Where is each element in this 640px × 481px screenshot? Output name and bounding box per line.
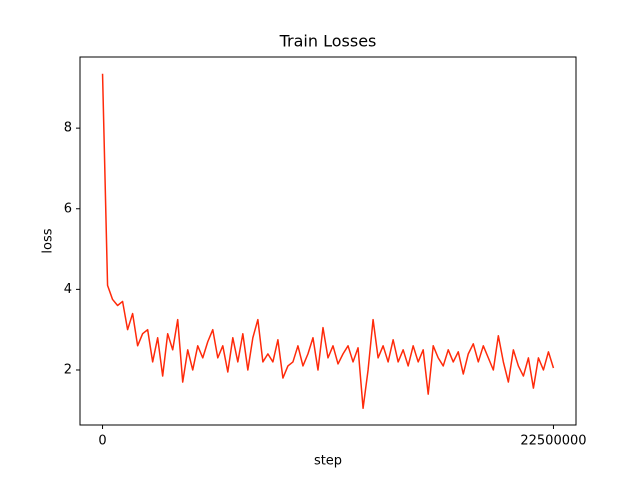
y-tick-label: 2	[64, 362, 72, 377]
plot-area: 2 4 6 8 0 22500000	[64, 73, 587, 449]
x-tick-label: 0	[98, 434, 106, 449]
chart-title: Train Losses	[279, 32, 377, 51]
x-axis-label: step	[314, 454, 342, 469]
y-tick-label: 4	[64, 282, 72, 297]
loss-line	[101, 73, 555, 410]
plot-frame	[79, 56, 577, 426]
y-axis-label: loss	[41, 228, 56, 253]
y-tick-label: 6	[64, 201, 72, 216]
y-tick-label: 8	[64, 121, 72, 136]
x-tick-label: 22500000	[520, 434, 586, 449]
